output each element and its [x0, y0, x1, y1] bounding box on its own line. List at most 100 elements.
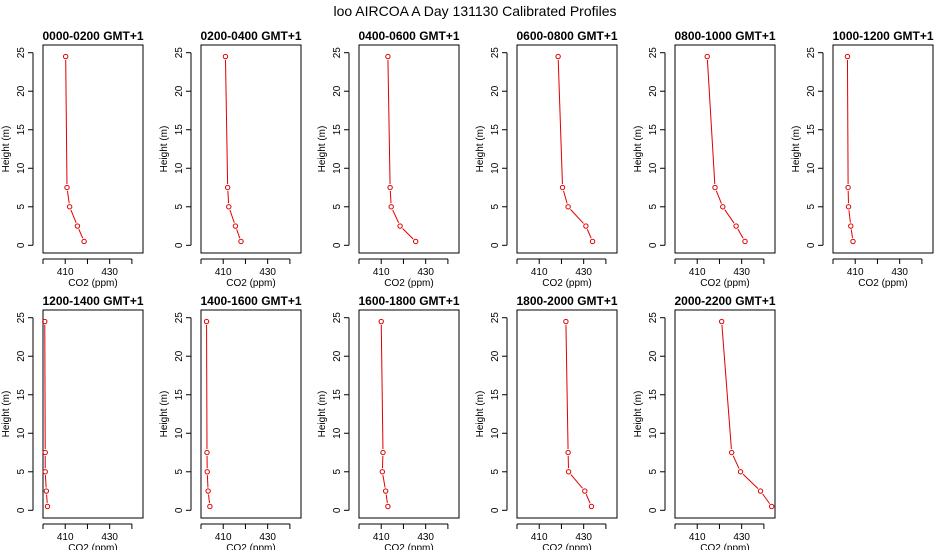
x-tick-label: 430 [733, 532, 750, 543]
y-tick-label: 5 [490, 469, 501, 475]
profile-line-segment [65, 60, 68, 185]
y-tick-label: 25 [174, 312, 185, 324]
profile-panel: 1800-2000 GMT+1 0 5 10 15 20 25 Height (m) 410 43… [475, 294, 618, 550]
profile-point [704, 53, 710, 60]
y-tick-label: 0 [648, 242, 659, 248]
profile-point [378, 318, 384, 325]
panel-title: 1800-2000 GMT+1 [516, 294, 617, 308]
profile-point [737, 469, 744, 475]
profile-panel: 1200-1400 GMT+1 0 5 10 15 20 25 Height (m) 410 43… [1, 294, 144, 550]
profile-point [559, 184, 566, 191]
y-tick-label: 25 [648, 312, 659, 324]
profile-line-segment [737, 228, 744, 239]
profile-point [718, 318, 725, 325]
profile-point [379, 469, 386, 475]
plot-frame [42, 44, 144, 254]
y-tick-label: 10 [16, 427, 27, 439]
profile-panel: 0200-0400 GMT+1 0 5 10 15 20 25 Height (m) 410 43… [159, 29, 302, 289]
profile-point [203, 318, 210, 325]
y-tick-label: 25 [332, 312, 343, 324]
profile-line-segment [848, 210, 851, 223]
profile-line-segment [382, 475, 386, 488]
y-tick-label: 10 [332, 162, 343, 174]
profile-point [42, 449, 48, 456]
profile-point [42, 318, 48, 325]
y-tick-label: 20 [16, 85, 27, 97]
x-axis-label: CO2 (ppm) [68, 278, 117, 289]
y-tick-label: 0 [332, 507, 343, 513]
profile-point [412, 238, 419, 245]
y-tick-label: 15 [490, 389, 501, 401]
profile-point [583, 223, 589, 229]
y-tick-label: 0 [16, 507, 27, 513]
panel-title: 1600-1800 GMT+1 [358, 294, 459, 308]
panel-title: 0400-0600 GMT+1 [358, 29, 459, 43]
x-tick-label: 410 [215, 532, 232, 543]
y-axis-label: Height (m) [475, 126, 486, 173]
y-tick-label: 20 [174, 85, 185, 97]
y-tick-label: 5 [490, 204, 501, 210]
profile-line-segment [44, 475, 47, 488]
profile-point [728, 449, 735, 456]
profile-line-segment [208, 494, 210, 504]
x-tick-label: 430 [891, 267, 908, 278]
profile-point [62, 53, 69, 60]
y-tick-label: 15 [648, 389, 659, 401]
profile-panel: 0000-0200 GMT+1 0 5 10 15 20 25 Height (m) 410 43… [1, 29, 144, 289]
profile-point [44, 503, 51, 510]
x-tick-label: 430 [417, 532, 434, 543]
y-tick-label: 0 [174, 507, 185, 513]
y-tick-label: 20 [490, 85, 501, 97]
y-tick-label: 5 [332, 204, 343, 210]
plot-frame [200, 44, 302, 254]
y-tick-label: 10 [648, 162, 659, 174]
y-tick-label: 25 [174, 47, 185, 59]
plot-frame [674, 44, 776, 254]
plot-frame [200, 309, 302, 519]
profile-point [555, 53, 561, 60]
profile-line-segment [229, 209, 235, 223]
x-axis-label: CO2 (ppm) [384, 543, 433, 550]
plot-frame [674, 309, 776, 519]
profile-point [222, 53, 229, 60]
profile-line-segment [380, 325, 384, 450]
profile-point [205, 488, 211, 494]
profile-point [582, 488, 588, 494]
y-tick-label: 5 [174, 469, 185, 475]
panel-grid: 0000-0200 GMT+1 0 5 10 15 20 25 Height (m) 410 43… [1, 29, 934, 550]
y-tick-label: 15 [332, 124, 343, 136]
y-axis-label: Height (m) [159, 126, 170, 173]
plot-frame [358, 309, 460, 519]
profile-line-segment [846, 60, 849, 185]
profile-point [563, 318, 569, 325]
panel-title: 1200-1400 GMT+1 [42, 294, 143, 308]
profile-point [204, 449, 210, 456]
profile-line-segment [586, 229, 592, 239]
y-axis-label: Height (m) [791, 126, 802, 173]
y-axis-label: Height (m) [1, 126, 12, 173]
profile-line-segment [724, 209, 735, 224]
y-tick-label: 20 [490, 350, 501, 362]
profile-point [226, 204, 232, 210]
x-axis-label: CO2 (ppm) [542, 543, 591, 550]
profile-point [589, 238, 596, 245]
x-tick-label: 410 [689, 267, 706, 278]
profile-point [845, 204, 852, 210]
y-tick-label: 0 [332, 242, 343, 248]
profile-line-segment [850, 229, 853, 239]
y-axis-label: Height (m) [475, 391, 486, 438]
y-tick-label: 25 [332, 47, 343, 59]
panel-title: 0800-1000 GMT+1 [674, 29, 775, 43]
y-tick-label: 10 [806, 162, 817, 174]
y-axis-label: Height (m) [633, 391, 644, 438]
y-tick-label: 5 [806, 204, 817, 210]
profile-point [588, 503, 595, 510]
x-tick-label: 430 [733, 267, 750, 278]
y-tick-label: 15 [648, 124, 659, 136]
y-tick-label: 15 [16, 124, 27, 136]
profile-line-segment [70, 209, 77, 223]
x-tick-label: 410 [57, 532, 74, 543]
profile-point [380, 449, 386, 456]
y-tick-label: 20 [648, 85, 659, 97]
